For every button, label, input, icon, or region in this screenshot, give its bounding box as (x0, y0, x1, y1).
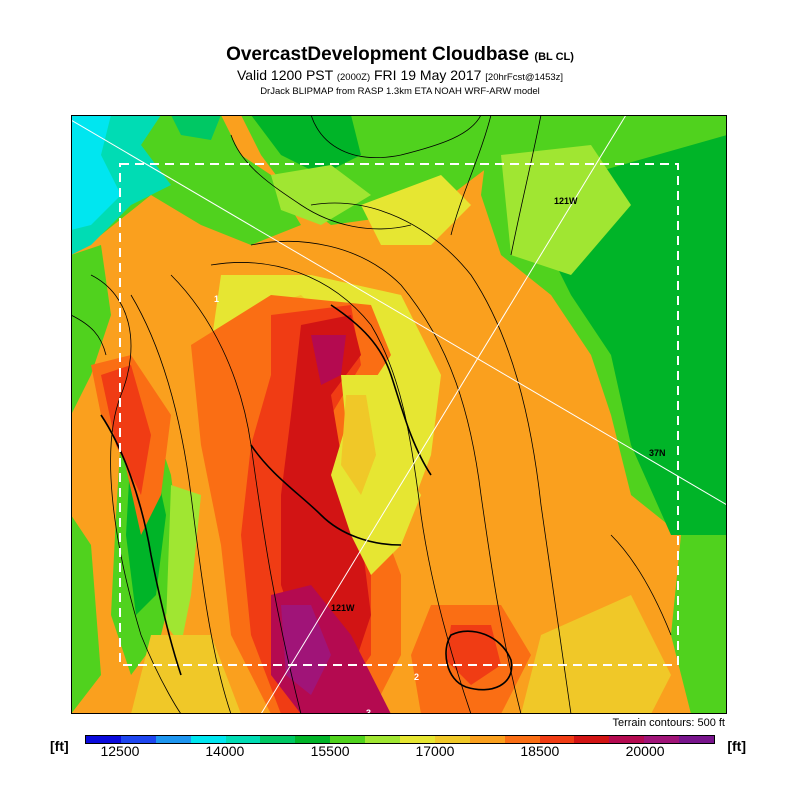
site-marker-3: 3 (366, 708, 371, 714)
colorbar-unit-left: [ft] (50, 738, 69, 754)
colorbar-swatch (120, 736, 156, 743)
colorbar-swatch (295, 736, 331, 743)
colorbar-swatch (644, 736, 680, 743)
site-marker-2: 2 (414, 672, 419, 682)
colorbar-swatch (400, 736, 435, 743)
colorbar-label: 18500 (520, 743, 560, 759)
forecast-info: [20hrFcst@1453z] (485, 72, 564, 83)
valid-utc: (2000Z) (336, 72, 371, 83)
colorbar-swatch (539, 736, 575, 743)
colorbar-swatch (574, 736, 610, 743)
colorbar-label: 12500 (100, 743, 140, 759)
inner-domain-box (119, 163, 679, 666)
valid-time-line: Valid 1200 PST (2000Z) FRI 19 May 2017 [… (0, 67, 800, 83)
map-title-suffix: (BL CL) (534, 51, 574, 63)
site-markers: 1 2 3 (214, 294, 419, 714)
colorbar-swatch (330, 736, 366, 743)
cloudbase-field (71, 115, 727, 714)
map-labels: 121W 121W 37N (331, 196, 666, 613)
label-121w-top: 121W (554, 196, 578, 206)
label-121w-bottom: 121W (331, 603, 355, 613)
colorbar-swatch (609, 736, 645, 743)
label-37n: 37N (649, 448, 666, 458)
cloudbase-map: 121W 121W 37N 1 2 3 (71, 115, 727, 714)
site-marker-1: 1 (214, 294, 219, 304)
graticule (71, 115, 727, 714)
map-title: OvercastDevelopment Cloudbase (BL CL) (0, 44, 800, 66)
colorbar-unit-right: [ft] (727, 738, 746, 754)
valid-prefix: Valid 1200 PST (236, 67, 333, 83)
colorbar-swatch (225, 736, 261, 743)
colorbar-label: 14000 (205, 743, 245, 759)
colorbar-label: 17000 (415, 743, 455, 759)
colorbar-label: 20000 (625, 743, 665, 759)
colorbar-swatch (434, 736, 470, 743)
colorbar-swatch (365, 736, 401, 743)
colorbar-swatch (504, 736, 540, 743)
colorbar (85, 735, 715, 744)
valid-date: FRI 19 May 2017 (374, 67, 482, 83)
colorbar-swatch (155, 736, 191, 743)
colorbar-swatch (469, 736, 505, 743)
terrain-contour-note: Terrain contours: 500 ft (612, 717, 725, 729)
colorbar-swatch (679, 736, 715, 743)
model-credit: DrJack BLIPMAP from RASP 1.3km ETA NOAH … (260, 86, 540, 97)
colorbar-swatch (86, 736, 121, 743)
colorbar-swatch (190, 736, 226, 743)
map-title-text: OvercastDevelopment Cloudbase (226, 44, 530, 65)
colorbar-label: 15500 (310, 743, 350, 759)
colorbar-labels: 12500 14000 15500 17000 18500 20000 (85, 743, 715, 763)
terrain-contours (71, 115, 672, 714)
colorbar-swatch (260, 736, 296, 743)
